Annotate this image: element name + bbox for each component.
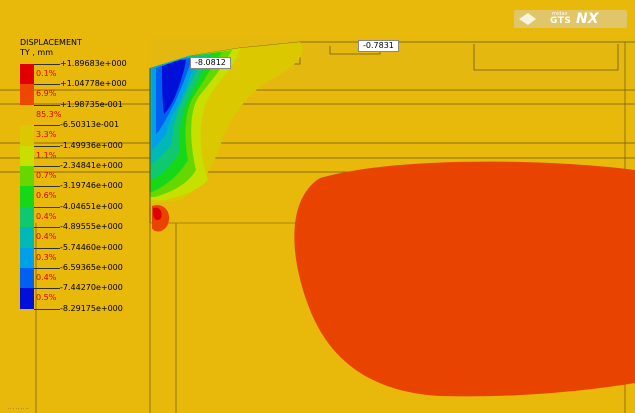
logo-midas: midas bbox=[552, 11, 568, 17]
legend-tick bbox=[34, 125, 60, 127]
legend-value: -7.44270e+000 bbox=[60, 283, 123, 293]
legend-tick bbox=[34, 145, 60, 147]
legend-value: -6.50313e-001 bbox=[60, 120, 120, 130]
legend-percent: 0.5% bbox=[36, 293, 57, 303]
max-settlement-label: -8.0812 bbox=[190, 57, 231, 69]
legend-value: -6.59365e+000 bbox=[60, 263, 123, 272]
legend-value: -5.74460e+000 bbox=[60, 242, 123, 252]
legend-tick bbox=[34, 308, 60, 310]
heave-zone bbox=[294, 161, 635, 397]
legend-value: -8.29175e+000 bbox=[60, 303, 123, 313]
legend-value: -3.19746e+000 bbox=[60, 181, 123, 191]
legend-percent: 0.4% bbox=[36, 232, 57, 242]
legend-percent: 1.1% bbox=[36, 150, 57, 160]
legend-swatch bbox=[20, 206, 34, 228]
legend-tick bbox=[34, 288, 60, 290]
legend-value: +1.98735e-001 bbox=[60, 99, 123, 109]
surface-settlement-label: -0.7831 bbox=[358, 40, 399, 52]
legend-swatch bbox=[20, 268, 34, 289]
legend-panel: DISPLACEMENT TY , mm +1.89683e+000 +1.047… bbox=[0, 0, 150, 318]
legend-swatch bbox=[20, 186, 34, 208]
legend-value: -4.04651e+000 bbox=[60, 201, 123, 211]
legend-tick bbox=[34, 64, 60, 65]
legend-swatch bbox=[20, 84, 34, 106]
logo-gts: GTS bbox=[550, 16, 572, 26]
logo-badge-icon bbox=[514, 10, 627, 28]
legend-tick bbox=[34, 247, 60, 249]
heave-zone-core bbox=[153, 207, 162, 221]
legend-tick bbox=[34, 206, 60, 208]
legend-value: -1.49936e+000 bbox=[60, 140, 123, 150]
legend-percent: 0.1% bbox=[36, 69, 57, 78]
legend-value: +1.04778e+000 bbox=[60, 79, 127, 89]
legend-percent: 3.3% bbox=[36, 130, 57, 140]
legend-percent: 0.4% bbox=[36, 273, 57, 282]
legend-swatch bbox=[20, 247, 34, 269]
logo-nx: NX bbox=[576, 11, 599, 27]
legend-tick bbox=[34, 186, 60, 188]
legend-subtitle: TY , mm bbox=[20, 48, 53, 57]
legend-tick bbox=[34, 268, 60, 269]
legend-percent: 0.7% bbox=[36, 171, 57, 180]
midas-gts-nx-logo: midas GTS NX bbox=[514, 9, 627, 29]
legend-swatch bbox=[20, 227, 34, 249]
legend-swatch bbox=[20, 125, 34, 147]
footer-text: ·· · ·· ·· ·· bbox=[8, 406, 29, 412]
legend-percent: 0.6% bbox=[36, 191, 57, 201]
legend-value: -2.34841e+000 bbox=[60, 161, 123, 170]
legend-percent: 0.4% bbox=[36, 211, 57, 221]
legend-swatch bbox=[20, 145, 34, 167]
legend-tick bbox=[34, 166, 60, 167]
contour-darkblue bbox=[162, 60, 186, 114]
legend-tick bbox=[34, 227, 60, 229]
legend-title: DISPLACEMENT bbox=[20, 38, 82, 47]
legend-value: +1.89683e+000 bbox=[60, 59, 127, 68]
legend-swatch bbox=[20, 288, 34, 310]
legend-tick bbox=[34, 84, 60, 86]
legend-swatch bbox=[20, 104, 34, 126]
legend-percent: 0.3% bbox=[36, 252, 57, 262]
legend-percent: 85.3% bbox=[36, 109, 62, 119]
legend-tick bbox=[34, 104, 60, 106]
legend-swatch bbox=[20, 64, 34, 85]
legend-value: -4.89555e+000 bbox=[60, 222, 123, 232]
legend-percent: 6.9% bbox=[36, 89, 57, 99]
legend-swatch bbox=[20, 166, 34, 187]
surface-footing-3 bbox=[473, 44, 619, 71]
